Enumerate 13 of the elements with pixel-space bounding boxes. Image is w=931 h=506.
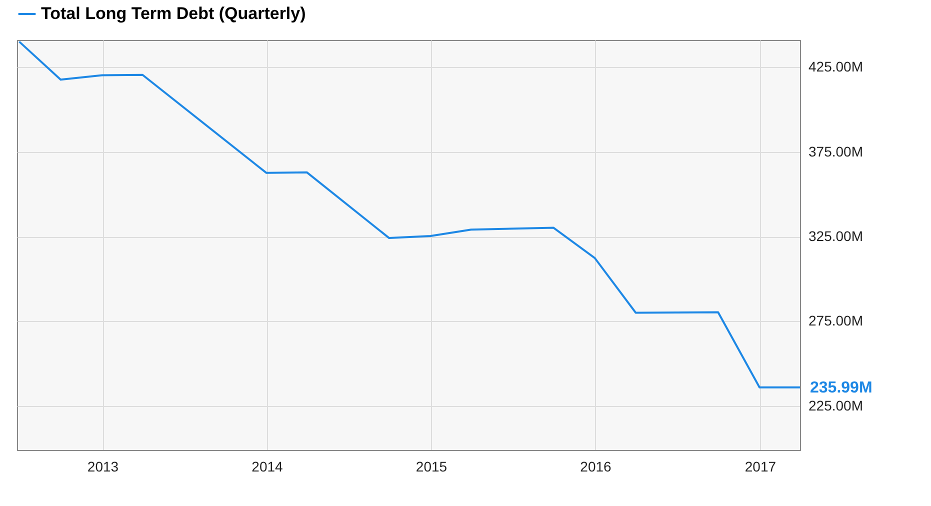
x-tick-label: 2013 [87,458,119,474]
x-tick-label: 2017 [744,458,776,474]
x-tick-label: 2014 [252,458,284,474]
y-tick-label: 275.00M [808,312,863,329]
y-tick-label: 425.00M [808,58,863,75]
legend-label: Total Long Term Debt (Quarterly) [41,4,306,23]
annotation: 235.99M [810,379,872,396]
x-tick-label: 2015 [416,458,448,474]
y-tick-label: 375.00M [808,143,863,160]
line-series [18,40,800,388]
x-tick-label: 2016 [580,458,612,474]
y-tick-label: 225.00M [808,397,863,414]
y-tick-label: 325.00M [808,228,863,244]
